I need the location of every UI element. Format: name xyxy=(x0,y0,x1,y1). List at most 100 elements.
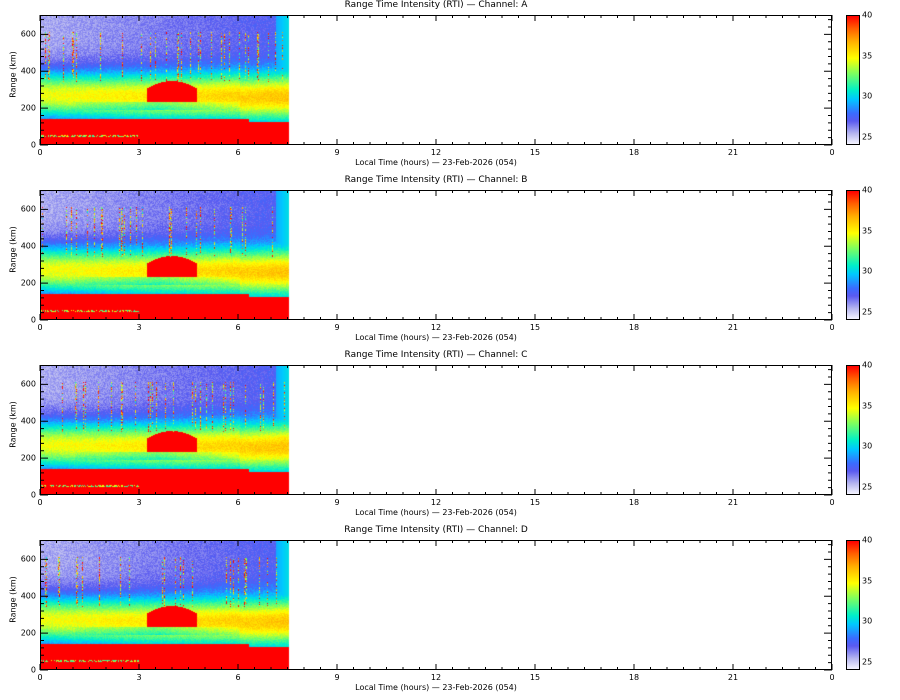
x-tick-label: 18 xyxy=(628,148,640,157)
rti-panel-a: Range Time Intensity (RTI) — Channel: A … xyxy=(0,0,900,175)
x-tick-label: 6 xyxy=(235,323,241,332)
colorbar xyxy=(846,190,860,320)
y-tick-label: 200 xyxy=(20,103,36,113)
y-tick-label: 0 xyxy=(30,315,36,325)
x-tick-label: 12 xyxy=(430,323,442,332)
y-tick-label: 400 xyxy=(20,241,36,251)
y-tick-label: 200 xyxy=(20,278,36,288)
x-tick-label: 18 xyxy=(628,498,640,507)
x-tick-label: 9 xyxy=(334,673,340,682)
x-tick-label: 12 xyxy=(430,673,442,682)
x-tick-label: 15 xyxy=(529,323,541,332)
colorbar-tick-label: 40 xyxy=(862,360,873,370)
x-tick-label: 9 xyxy=(334,148,340,157)
y-axis-label: Range (km) xyxy=(8,576,18,623)
x-tick-label: 3 xyxy=(136,498,142,507)
x-tick-label: 15 xyxy=(529,673,541,682)
x-tick-label: 3 xyxy=(136,148,142,157)
colorbar-tick-label: 35 xyxy=(862,226,873,236)
axis-ticks xyxy=(39,540,833,671)
y-tick-label: 0 xyxy=(30,140,36,150)
axis-ticks xyxy=(39,190,833,321)
colorbar-tick-label: 40 xyxy=(862,10,873,20)
y-tick-label: 600 xyxy=(20,29,36,39)
x-axis-label: Local Time (hours) — 23-Feb-2026 (054) xyxy=(355,683,517,692)
x-tick-label: 21 xyxy=(727,673,739,682)
y-axis-label: Range (km) xyxy=(8,51,18,98)
x-axis-label: Local Time (hours) — 23-Feb-2026 (054) xyxy=(355,333,517,342)
x-tick-label: 9 xyxy=(334,498,340,507)
colorbar xyxy=(846,540,860,670)
y-tick-label: 400 xyxy=(20,591,36,601)
chart-title: Range Time Intensity (RTI) — Channel: D xyxy=(344,525,528,535)
y-tick-label: 600 xyxy=(20,204,36,214)
y-tick-label: 0 xyxy=(30,665,36,675)
x-tick-label: 3 xyxy=(136,323,142,332)
rti-plot-area xyxy=(40,15,832,145)
rti-plot-area xyxy=(40,365,832,495)
chart-title: Range Time Intensity (RTI) — Channel: B xyxy=(344,175,528,185)
colorbar-tick-label: 30 xyxy=(862,91,873,101)
y-axis-label: Range (km) xyxy=(8,226,18,273)
y-tick-label: 0 xyxy=(30,490,36,500)
x-tick-label: 0 xyxy=(37,148,43,157)
x-tick-label: 0 xyxy=(37,323,43,332)
y-tick-label: 400 xyxy=(20,66,36,76)
colorbar-tick-label: 40 xyxy=(862,535,873,545)
colorbar xyxy=(846,365,860,495)
y-tick-label: 600 xyxy=(20,554,36,564)
rti-heatmap xyxy=(41,16,831,144)
colorbar-tick-label: 25 xyxy=(862,307,873,317)
x-tick-label: 12 xyxy=(430,148,442,157)
y-tick-label: 400 xyxy=(20,416,36,426)
y-tick-label: 200 xyxy=(20,628,36,638)
y-tick-label: 200 xyxy=(20,453,36,463)
x-tick-label: 6 xyxy=(235,673,241,682)
chart-title: Range Time Intensity (RTI) — Channel: C xyxy=(344,350,528,360)
colorbar-tick-label: 25 xyxy=(862,657,873,667)
colorbar-tick-label: 35 xyxy=(862,401,873,411)
colorbar-tick-label: 25 xyxy=(862,132,873,142)
x-tick-label: 18 xyxy=(628,673,640,682)
colorbar-tick-label: 35 xyxy=(862,51,873,61)
rti-plot-area xyxy=(40,540,832,670)
rti-panel-d: Range Time Intensity (RTI) — Channel: D … xyxy=(0,525,900,700)
x-tick-label: 18 xyxy=(628,323,640,332)
axis-ticks xyxy=(39,15,833,146)
x-tick-label: 0 xyxy=(829,673,835,682)
x-tick-label: 0 xyxy=(829,498,835,507)
x-tick-label: 6 xyxy=(235,498,241,507)
colorbar-tick-label: 30 xyxy=(862,616,873,626)
x-tick-label: 21 xyxy=(727,148,739,157)
y-tick-label: 600 xyxy=(20,379,36,389)
x-tick-label: 0 xyxy=(829,148,835,157)
colorbar xyxy=(846,15,860,145)
x-tick-label: 3 xyxy=(136,673,142,682)
x-tick-label: 21 xyxy=(727,498,739,507)
colorbar-tick-label: 30 xyxy=(862,441,873,451)
x-axis-label: Local Time (hours) — 23-Feb-2026 (054) xyxy=(355,158,517,167)
x-tick-label: 21 xyxy=(727,323,739,332)
rti-plot-area xyxy=(40,190,832,320)
axis-ticks xyxy=(39,365,833,496)
rti-panel-c: Range Time Intensity (RTI) — Channel: C … xyxy=(0,350,900,525)
rti-panel-b: Range Time Intensity (RTI) — Channel: B … xyxy=(0,175,900,350)
x-tick-label: 0 xyxy=(37,498,43,507)
colorbar-tick-label: 35 xyxy=(862,576,873,586)
y-axis-label: Range (km) xyxy=(8,401,18,448)
colorbar-tick-label: 30 xyxy=(862,266,873,276)
x-axis-label: Local Time (hours) — 23-Feb-2026 (054) xyxy=(355,508,517,517)
x-tick-label: 0 xyxy=(37,673,43,682)
colorbar-tick-label: 25 xyxy=(862,482,873,492)
x-tick-label: 6 xyxy=(235,148,241,157)
rti-heatmap xyxy=(41,541,831,669)
x-tick-label: 12 xyxy=(430,498,442,507)
rti-heatmap xyxy=(41,366,831,494)
x-tick-label: 15 xyxy=(529,498,541,507)
x-tick-label: 15 xyxy=(529,148,541,157)
x-tick-label: 0 xyxy=(829,323,835,332)
chart-title: Range Time Intensity (RTI) — Channel: A xyxy=(344,0,528,10)
rti-heatmap xyxy=(41,191,831,319)
x-tick-label: 9 xyxy=(334,323,340,332)
colorbar-tick-label: 40 xyxy=(862,185,873,195)
